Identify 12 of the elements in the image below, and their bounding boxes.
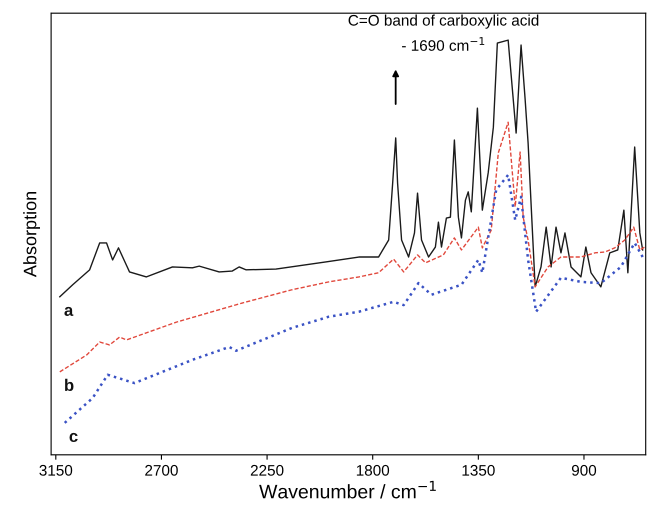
x-tick-label: 2250 bbox=[250, 464, 284, 476]
x-tick-label: 900 bbox=[572, 464, 596, 476]
x-tick-label: 2700 bbox=[145, 464, 178, 476]
x-tick-label: 3150 bbox=[39, 464, 72, 476]
x-tick-label: 1350 bbox=[462, 464, 495, 476]
series-label: b bbox=[65, 378, 74, 392]
x-axis-title: Wavenumber / cm$^{−1}$ bbox=[259, 480, 436, 498]
x-tick-label: 1800 bbox=[356, 464, 390, 476]
y-axis-title: Absorption bbox=[23, 192, 40, 278]
series-label: c bbox=[70, 432, 78, 442]
annotation: C=O band of carboxylic acid - 1690 cm$^{−1}$ bbox=[348, 14, 538, 51]
series-label: a bbox=[64, 306, 74, 316]
